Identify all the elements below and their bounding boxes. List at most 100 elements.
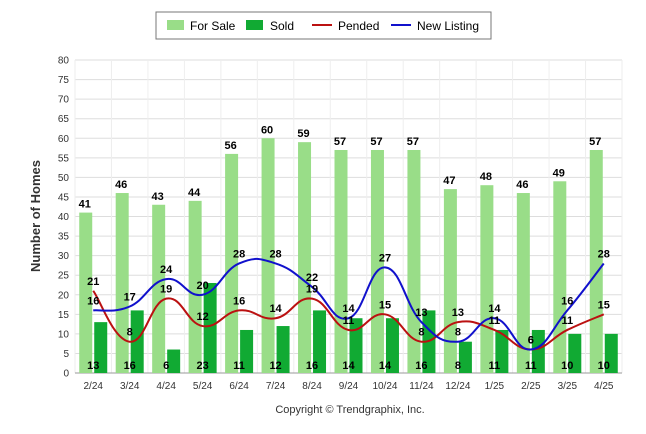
label-for-sale: 57 [334,136,346,148]
y-tick-label: 50 [58,173,70,184]
bar-for-sale [298,142,312,373]
y-tick-label: 30 [58,251,70,262]
x-tick-label: 8/24 [302,381,322,392]
label-pended: 11 [343,315,355,327]
label-pended: 11 [561,315,573,327]
bar-for-sale [443,189,457,373]
x-tick-label: 3/24 [120,381,140,392]
label-for-sale: 43 [152,191,164,203]
label-new-listing: 14 [342,303,355,315]
x-tick-label: 4/24 [156,381,176,392]
bar-sold [495,329,509,373]
bar-for-sale [225,153,239,373]
label-sold: 16 [415,360,427,372]
label-sold: 16 [306,360,318,372]
label-new-listing: 8 [455,327,461,339]
y-tick-label: 40 [58,212,70,223]
x-tick-label: 5/24 [193,381,213,392]
x-tick-label: 11/24 [409,381,434,392]
label-sold: 8 [455,360,461,372]
bar-sold [385,318,399,373]
label-new-listing: 17 [124,291,136,303]
y-tick-label: 45 [58,192,70,203]
bar-sold [313,310,327,373]
bar-for-sale [480,185,494,373]
label-sold: 14 [379,360,392,372]
y-tick-label: 0 [63,369,69,380]
bar-sold [240,329,254,373]
x-tick-label: 1/25 [485,381,505,392]
label-for-sale: 44 [188,187,201,199]
bar-sold [531,329,545,373]
y-tick-label: 5 [63,349,69,360]
bar-for-sale [589,149,603,373]
line-pended [92,290,605,351]
label-sold: 23 [197,360,209,372]
x-tick-label: 7/24 [266,381,286,392]
legend-label-sold: Sold [270,19,294,33]
y-tick-label: 55 [58,153,70,164]
label-for-sale: 57 [370,136,382,148]
legend-label-pended: Pended [338,19,379,33]
label-pended: 14 [269,303,282,315]
y-tick-label: 25 [58,271,70,282]
label-for-sale: 46 [516,179,528,191]
label-for-sale: 57 [407,136,419,148]
y-tick-label: 60 [58,134,70,145]
bar-sold [276,326,290,373]
label-pended: 21 [87,276,99,288]
bar-sold [130,310,144,373]
x-tick-label: 3/25 [558,381,578,392]
bar-for-sale [553,181,567,373]
label-new-listing: 16 [87,295,99,307]
label-pended: 11 [489,315,501,327]
label-new-listing: 27 [379,252,391,264]
x-tick-label: 2/24 [83,381,103,392]
label-for-sale: 60 [261,124,273,136]
label-for-sale: 46 [115,179,127,191]
label-sold: 14 [342,360,355,372]
bar-sold [203,283,217,373]
label-for-sale: 56 [224,140,236,152]
label-new-listing: 28 [269,248,281,260]
bar-sold [349,318,363,373]
legend: For Sale Sold Pended New Listing [155,11,492,40]
label-sold: 10 [561,360,573,372]
bar-sold [94,322,108,373]
legend-label-new-listing: New Listing [417,19,479,33]
label-new-listing: 16 [561,295,573,307]
label-sold: 11 [489,360,501,372]
x-tick-label: 12/24 [445,381,470,392]
label-for-sale: 48 [480,171,492,183]
bar-for-sale [516,193,530,373]
label-sold: 12 [269,360,281,372]
bar-for-sale [188,200,202,373]
line-new-listing [93,257,605,351]
x-tick-label: 9/24 [339,381,359,392]
y-tick-label: 80 [58,56,70,67]
label-pended: 8 [127,327,133,339]
y-tick-label: 75 [58,75,70,86]
bar-for-sale [334,149,348,373]
label-sold: 10 [598,360,610,372]
label-sold: 13 [87,360,99,372]
label-new-listing: 14 [488,303,501,315]
label-pended: 19 [306,284,318,296]
label-for-sale: 59 [297,128,309,140]
bar-for-sale [261,138,275,373]
bar-for-sale [115,193,129,373]
label-new-listing: 20 [197,280,209,292]
label-new-listing: 28 [233,248,245,260]
label-sold: 11 [525,360,537,372]
label-new-listing: 28 [598,248,610,260]
y-tick-label: 70 [58,95,70,106]
label-for-sale: 47 [443,175,455,187]
label-pended: 19 [160,284,172,296]
x-tick-label: 6/24 [229,381,249,392]
x-tick-label: 10/24 [372,381,397,392]
legend-label-for-sale: For Sale [190,19,236,33]
label-pended: 16 [233,295,245,307]
grid [74,59,623,374]
